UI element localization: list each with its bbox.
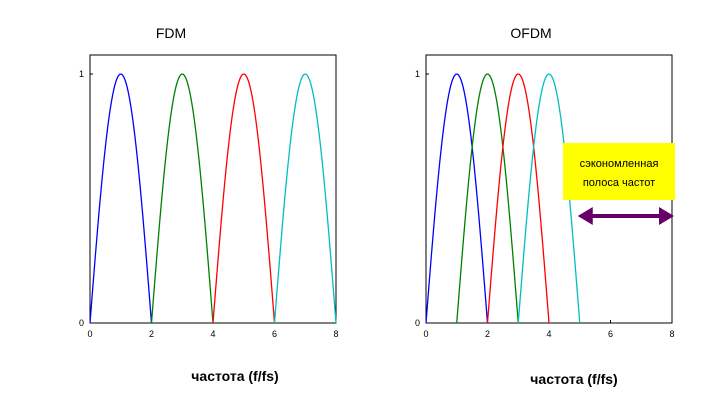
ofdm-panel: OFDM 0 2 4 6 8 0 1 сэкономленная полоса частот… [415,25,675,387]
fdm-xlabel: частота (f/fs) [191,368,278,384]
fdm-plot-frame [89,54,337,324]
fdm-x-tick-label: 2 [149,329,154,339]
saved-band-annotation: сэкономленная полоса частот [563,143,675,225]
saved-band-note-line1: сэкономленная [580,158,659,170]
ofdm-title: OFDM [510,25,551,41]
fdm-x-tick-label: 4 [210,329,215,339]
fdm-panel: FDM 0 2 4 6 8 0 1 частота (f/fs) [79,25,339,384]
ofdm-series-3 [486,73,550,324]
fdm-y-tick-label: 1 [79,69,84,79]
fdm-series-1 [89,73,153,324]
fdm-series-4 [273,73,337,324]
ofdm-x-tick-label: 0 [423,329,428,339]
ofdm-y-tick-label: 1 [415,69,420,79]
fdm-series-3 [212,73,276,324]
fdm-title: FDM [156,25,186,41]
saved-band-arrow-head-right [659,207,674,225]
fdm-x-tick-label: 0 [87,329,92,339]
ofdm-x-tick-label: 4 [546,329,551,339]
ofdm-xlabel: частота (f/fs) [530,371,617,387]
saved-band-arrow-head-left [577,207,593,225]
saved-band-arrow [577,207,674,225]
fdm-curves [89,73,337,324]
ofdm-x-tick-label: 2 [485,329,490,339]
saved-band-note-box [563,143,675,200]
fdm-series-2 [150,73,214,324]
fdm-y-tick-label: 0 [79,318,84,328]
fdm-x-tick-label: 8 [333,329,338,339]
saved-band-note-line2: полоса частот [583,177,655,189]
ofdm-series-2 [456,73,519,324]
ofdm-x-tick-label: 8 [669,329,674,339]
ofdm-series-1 [425,73,489,324]
ofdm-x-tick-label: 6 [608,329,613,339]
ofdm-y-tick-label: 0 [415,318,420,328]
fdm-x-tick-label: 6 [272,329,277,339]
